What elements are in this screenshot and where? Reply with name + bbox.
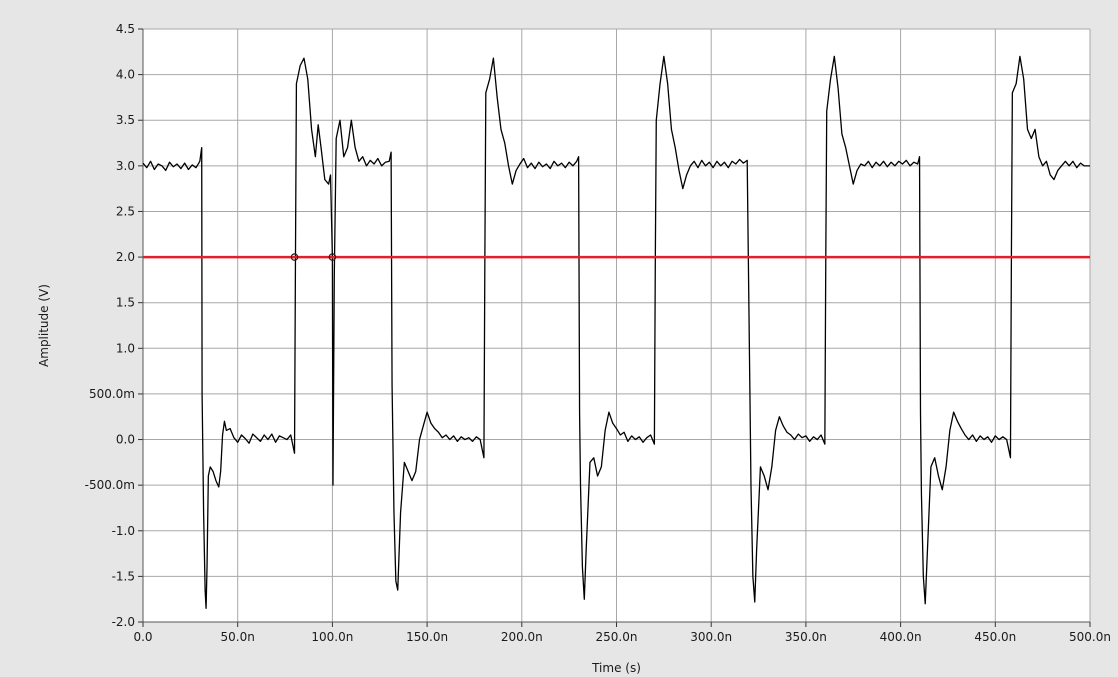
signal-trace bbox=[142, 55, 1090, 609]
x-tick-label: 200.0n bbox=[501, 630, 543, 644]
y-tick-label: 3.5 bbox=[116, 113, 135, 127]
y-tick-label: -1.5 bbox=[112, 569, 135, 583]
x-tick-label: 50.0n bbox=[221, 630, 255, 644]
y-tick-label: 2.0 bbox=[116, 250, 135, 264]
x-tick-label: 150.0n bbox=[406, 630, 448, 644]
y-tick-label: -500.0m bbox=[85, 478, 135, 492]
x-tick-label: 0.0 bbox=[133, 630, 152, 644]
x-tick-label: 500.0n bbox=[1069, 630, 1111, 644]
x-tick-label: 250.0n bbox=[596, 630, 638, 644]
y-tick-label: -1.0 bbox=[112, 524, 135, 538]
y-tick-label: 500.0m bbox=[89, 387, 135, 401]
y-tick-label: 3.0 bbox=[116, 159, 135, 173]
y-tick-label: 0.0 bbox=[116, 433, 135, 447]
y-tick-label: -2.0 bbox=[112, 615, 135, 629]
y-axis: 4.5 4.0 3.5 3.0 2.5 2.0 1.5 1.0 500.0m 0.0 -500.0m… bbox=[85, 22, 144, 629]
x-tick-label: 100.0n bbox=[311, 630, 353, 644]
x-axis-title: Time (s) bbox=[591, 661, 641, 675]
y-tick-label: 4.0 bbox=[116, 68, 135, 82]
x-tick-label: 350.0n bbox=[785, 630, 827, 644]
x-tick-label: 400.0n bbox=[880, 630, 922, 644]
y-tick-label: 4.5 bbox=[116, 22, 135, 36]
crossing-marker bbox=[290, 253, 299, 261]
crossing-markers bbox=[290, 253, 337, 261]
x-tick-label: 450.0n bbox=[974, 630, 1016, 644]
y-tick-label: 1.5 bbox=[116, 296, 135, 310]
y-tick-label: 2.5 bbox=[116, 204, 135, 218]
x-axis: 0.0 50.0n 100.0n 150.0n 200.0n 250.0n 300.0n 35… bbox=[133, 621, 1111, 644]
crossing-marker bbox=[328, 253, 337, 261]
y-axis-title: Amplitude (V) bbox=[37, 284, 51, 367]
y-tick-label: 1.0 bbox=[116, 341, 135, 355]
x-tick-label: 300.0n bbox=[690, 630, 732, 644]
